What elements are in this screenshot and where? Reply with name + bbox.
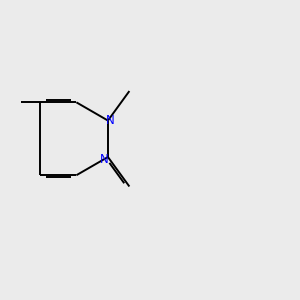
Text: N: N xyxy=(100,153,109,166)
Text: N: N xyxy=(106,114,115,127)
